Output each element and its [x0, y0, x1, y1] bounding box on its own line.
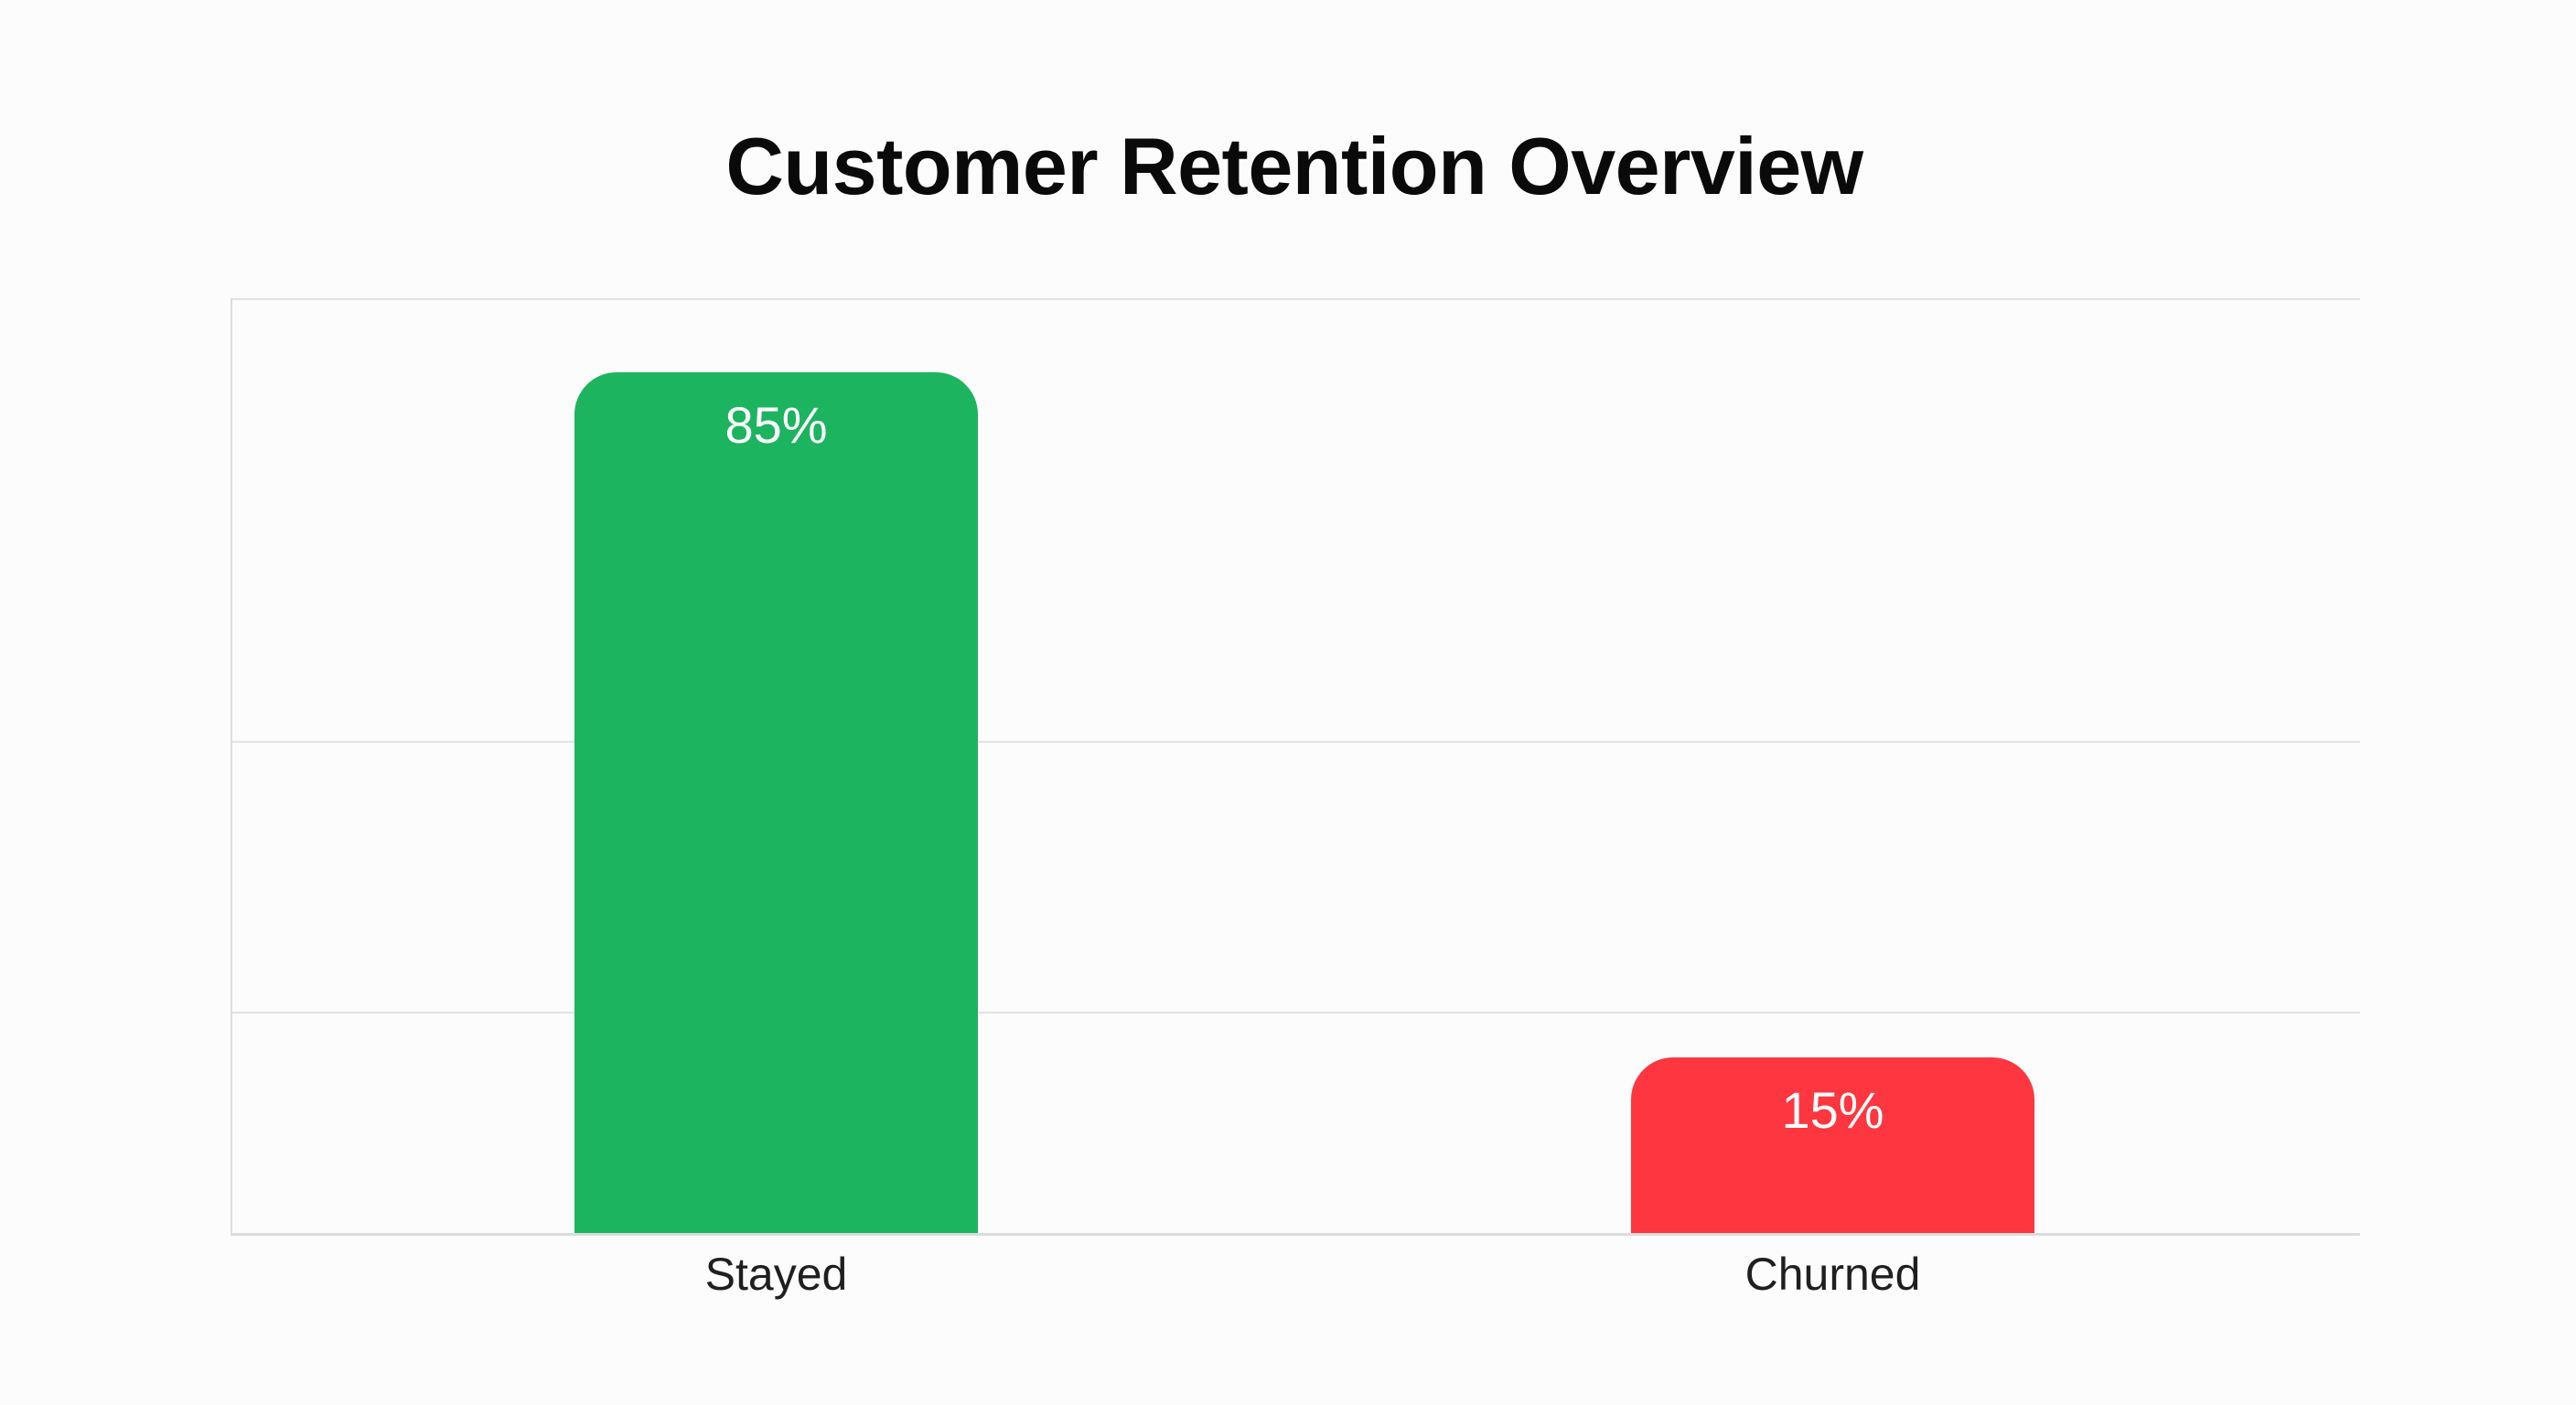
- bar-stayed: 85%: [574, 372, 978, 1234]
- bar-churned: 15%: [1631, 1057, 2034, 1234]
- gridline-top: [231, 298, 2360, 300]
- x-axis-line: [231, 1233, 2360, 1236]
- x-tick-label-stayed: Stayed: [704, 1249, 848, 1300]
- bar-value-label: 15%: [1781, 1081, 1884, 1139]
- gridline: [231, 1012, 2360, 1014]
- chart-title: Customer Retention Overview: [725, 121, 1863, 211]
- x-tick-label-churned: Churned: [1744, 1249, 1921, 1300]
- y-axis-line: [231, 298, 232, 1236]
- bar-value-label: 85%: [724, 396, 828, 454]
- plot-area: 85% 15%: [231, 298, 2360, 1236]
- gridline: [231, 741, 2360, 743]
